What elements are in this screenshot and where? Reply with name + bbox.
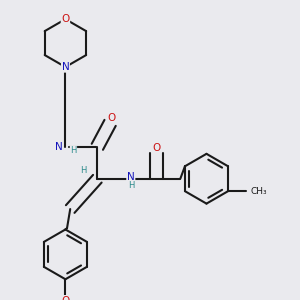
Text: H: H [80,166,86,175]
Text: N: N [127,172,135,182]
Text: CH₃: CH₃ [250,187,267,196]
Text: N: N [61,62,69,72]
Text: O: O [152,143,160,153]
Text: N: N [55,142,63,152]
Text: H: H [128,181,134,190]
Text: O: O [108,113,116,123]
Text: O: O [61,296,70,300]
Text: H: H [70,146,76,155]
Text: O: O [61,14,70,24]
